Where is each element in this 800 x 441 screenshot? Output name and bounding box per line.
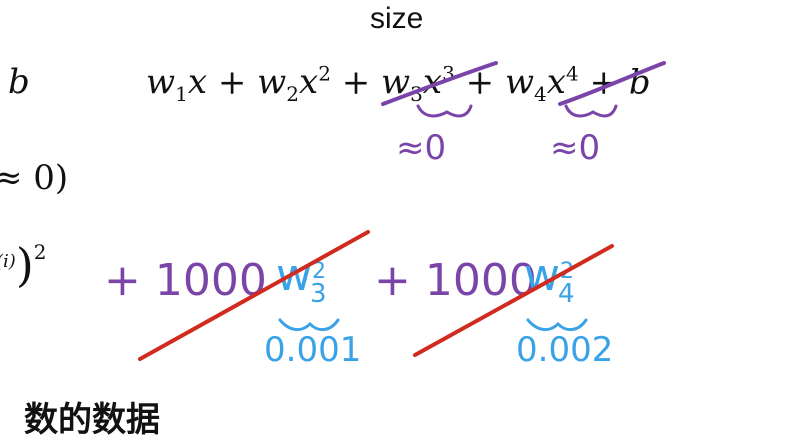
square-exponent: 2: [33, 240, 47, 264]
underline-squiggle-w4: [526, 318, 588, 331]
left-fragment-approx: ≈ 0): [0, 158, 69, 198]
bottom-partial-text: 数的数据: [24, 400, 160, 440]
regularization-term-w3: + 1000: [104, 255, 267, 306]
value-label-0-002: 0.002: [516, 330, 614, 370]
left-fragment-power: (i))2: [0, 238, 47, 292]
brace-w4: [564, 104, 618, 118]
brace-w3: [416, 104, 473, 118]
term-w1: w1x: [146, 62, 208, 107]
polynomial-equation: w1x + w2x2 + w3x3 + w4x4 + b: [146, 62, 651, 107]
underline-squiggle-w3: [278, 318, 340, 331]
approx-zero-label-w3: ≈0: [396, 128, 447, 168]
title-fragment: size: [370, 2, 424, 35]
sample-index-sup: (i): [0, 251, 16, 272]
value-label-0-001: 0.001: [264, 330, 362, 370]
term-w3: w3x3: [381, 62, 455, 107]
weight-w4-squared: w24: [524, 250, 575, 310]
term-w2: w2x2: [257, 62, 331, 107]
approx-zero-label-w4: ≈0: [550, 128, 601, 168]
left-fragment-b: b: [8, 62, 30, 102]
closing-paren: ): [15, 238, 34, 292]
regularization-term-w4: + 1000: [374, 255, 537, 306]
weight-w3-squared: w23: [276, 250, 327, 310]
term-w4: w4x4: [504, 62, 579, 107]
